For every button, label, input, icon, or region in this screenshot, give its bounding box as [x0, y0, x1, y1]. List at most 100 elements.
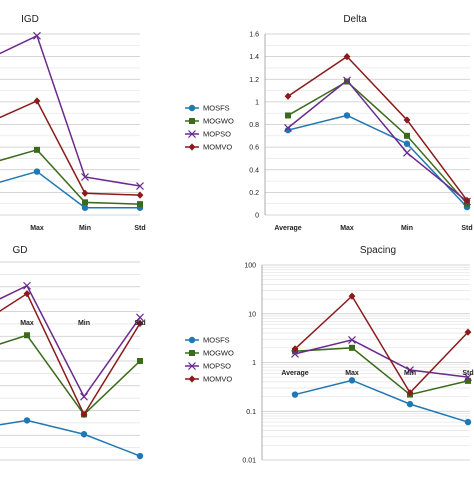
data-point-mosfs [464, 418, 472, 426]
legend-marker [188, 143, 196, 151]
data-point-mopso [33, 31, 41, 40]
series-line-mogwo [0, 334, 141, 416]
data-point-mopso [403, 148, 411, 157]
y-tick-label: 0.2 [249, 190, 259, 197]
chart-title: Spacing [360, 245, 396, 256]
legend-marker [188, 362, 196, 370]
series-line-mopso [294, 339, 469, 378]
legend-marker [188, 130, 196, 138]
x-category-label: Average [274, 225, 301, 232]
series-line-mosfs [0, 170, 140, 209]
data-point-momvo [464, 328, 472, 336]
chart-title: IGD [21, 14, 39, 25]
legend-marker [188, 375, 196, 383]
x-category-label: Min [79, 225, 91, 232]
data-point-mopso [348, 336, 356, 344]
legend-marker [188, 336, 196, 344]
data-point-momvo [343, 53, 351, 61]
y-tick-label: 0.1 [246, 409, 256, 416]
data-point-momvo [284, 92, 292, 100]
chart-title: Delta [343, 14, 367, 25]
data-point-mopso [284, 123, 292, 132]
x-category-label: Std [134, 320, 145, 327]
x-category-label: Max [20, 320, 34, 327]
x-category-label: Min [401, 225, 413, 232]
data-point-momvo [403, 116, 411, 124]
legend-marker [189, 118, 195, 124]
data-point-momvo [80, 410, 88, 419]
series-line-mopso [287, 79, 468, 203]
data-point-mopso [291, 349, 299, 358]
legend-marker [189, 350, 195, 356]
series-line-mogwo [0, 148, 141, 205]
data-point-momvo [81, 189, 89, 197]
legend-marker [188, 104, 196, 112]
legend-label: MOPSO [203, 362, 231, 371]
x-category-label: Min [404, 370, 416, 377]
chart-title: GD [13, 245, 28, 256]
chart-panel-delta: Delta 0 0.2 0.4 0.6 0.8 1 1.2 1.4 1.6 Average Max Mi… [249, 14, 472, 232]
x-category-label: Std [461, 225, 472, 232]
data-point-mopso [136, 182, 144, 190]
data-point-momvo [23, 290, 31, 298]
series-line-momvo [287, 55, 468, 201]
data-point-mopso [81, 173, 89, 181]
data-point-mosfs [343, 112, 351, 119]
legend-label: MOSFS [203, 104, 230, 113]
y-tick-label: 100 [244, 263, 256, 270]
y-tick-label: 1.2 [249, 77, 259, 84]
data-point-mogwo [404, 132, 410, 139]
data-point-mogwo [34, 146, 40, 153]
data-point-mopso [136, 313, 144, 322]
data-point-mopso [406, 366, 414, 374]
series-line-momvo [294, 294, 469, 394]
x-category-label: Std [462, 370, 473, 377]
data-point-momvo [136, 319, 144, 327]
y-tick-label: 1 [255, 99, 259, 106]
data-point-mosfs [33, 168, 41, 175]
data-point-mogwo [137, 201, 143, 208]
data-point-mosfs [284, 126, 292, 134]
data-point-momvo [33, 97, 41, 105]
data-point-mogwo [24, 332, 30, 339]
series-line-mopso [0, 34, 141, 187]
y-tick-label: 1.6 [249, 32, 259, 39]
data-point-mosfs [348, 377, 356, 384]
x-category-label: Max [340, 225, 354, 232]
series-line-momvo [0, 292, 141, 417]
data-point-momvo [406, 389, 414, 397]
data-point-mopso [80, 392, 88, 401]
series-line-momvo [0, 99, 141, 196]
y-tick-label: 1.4 [249, 54, 259, 61]
data-point-mosfs [291, 391, 299, 398]
data-point-momvo [291, 345, 299, 353]
y-tick-label: 0.01 [242, 458, 256, 465]
legend-label: MOMVO [203, 375, 232, 384]
legend: MOSFS MOGWO MOPSO MOMVO [185, 336, 234, 384]
data-point-mopso [464, 373, 472, 382]
data-point-mopso [343, 76, 351, 85]
data-point-momvo [348, 292, 356, 300]
y-tick-label: 0 [255, 213, 259, 220]
series-line-mogwo [287, 80, 468, 205]
data-point-mogwo [349, 344, 355, 351]
chart-panel-gd: GD Max Min Std MOSFS MOGWO MOPSO MOMVO [0, 245, 234, 461]
y-tick-label: 0.4 [249, 167, 259, 174]
x-category-label: Max [30, 225, 44, 232]
y-tick-label: 0.8 [249, 122, 259, 129]
data-point-momvo [463, 196, 471, 204]
data-point-mogwo [82, 199, 88, 206]
data-point-momvo [136, 191, 144, 199]
x-category-label: Max [345, 370, 359, 377]
x-category-label: Min [78, 320, 90, 327]
legend-label: MOGWO [203, 117, 234, 126]
x-category-label: Average [281, 370, 308, 377]
legend-label: MOMVO [203, 143, 232, 152]
y-tick-label: 0.6 [249, 145, 259, 152]
data-point-mosfs [81, 204, 89, 211]
y-tick-label: 10 [248, 311, 256, 318]
data-point-mosfs [136, 452, 144, 460]
series-line-mosfs [287, 114, 468, 208]
legend: MOSFS MOGWO MOPSO MOMVO [185, 104, 234, 152]
